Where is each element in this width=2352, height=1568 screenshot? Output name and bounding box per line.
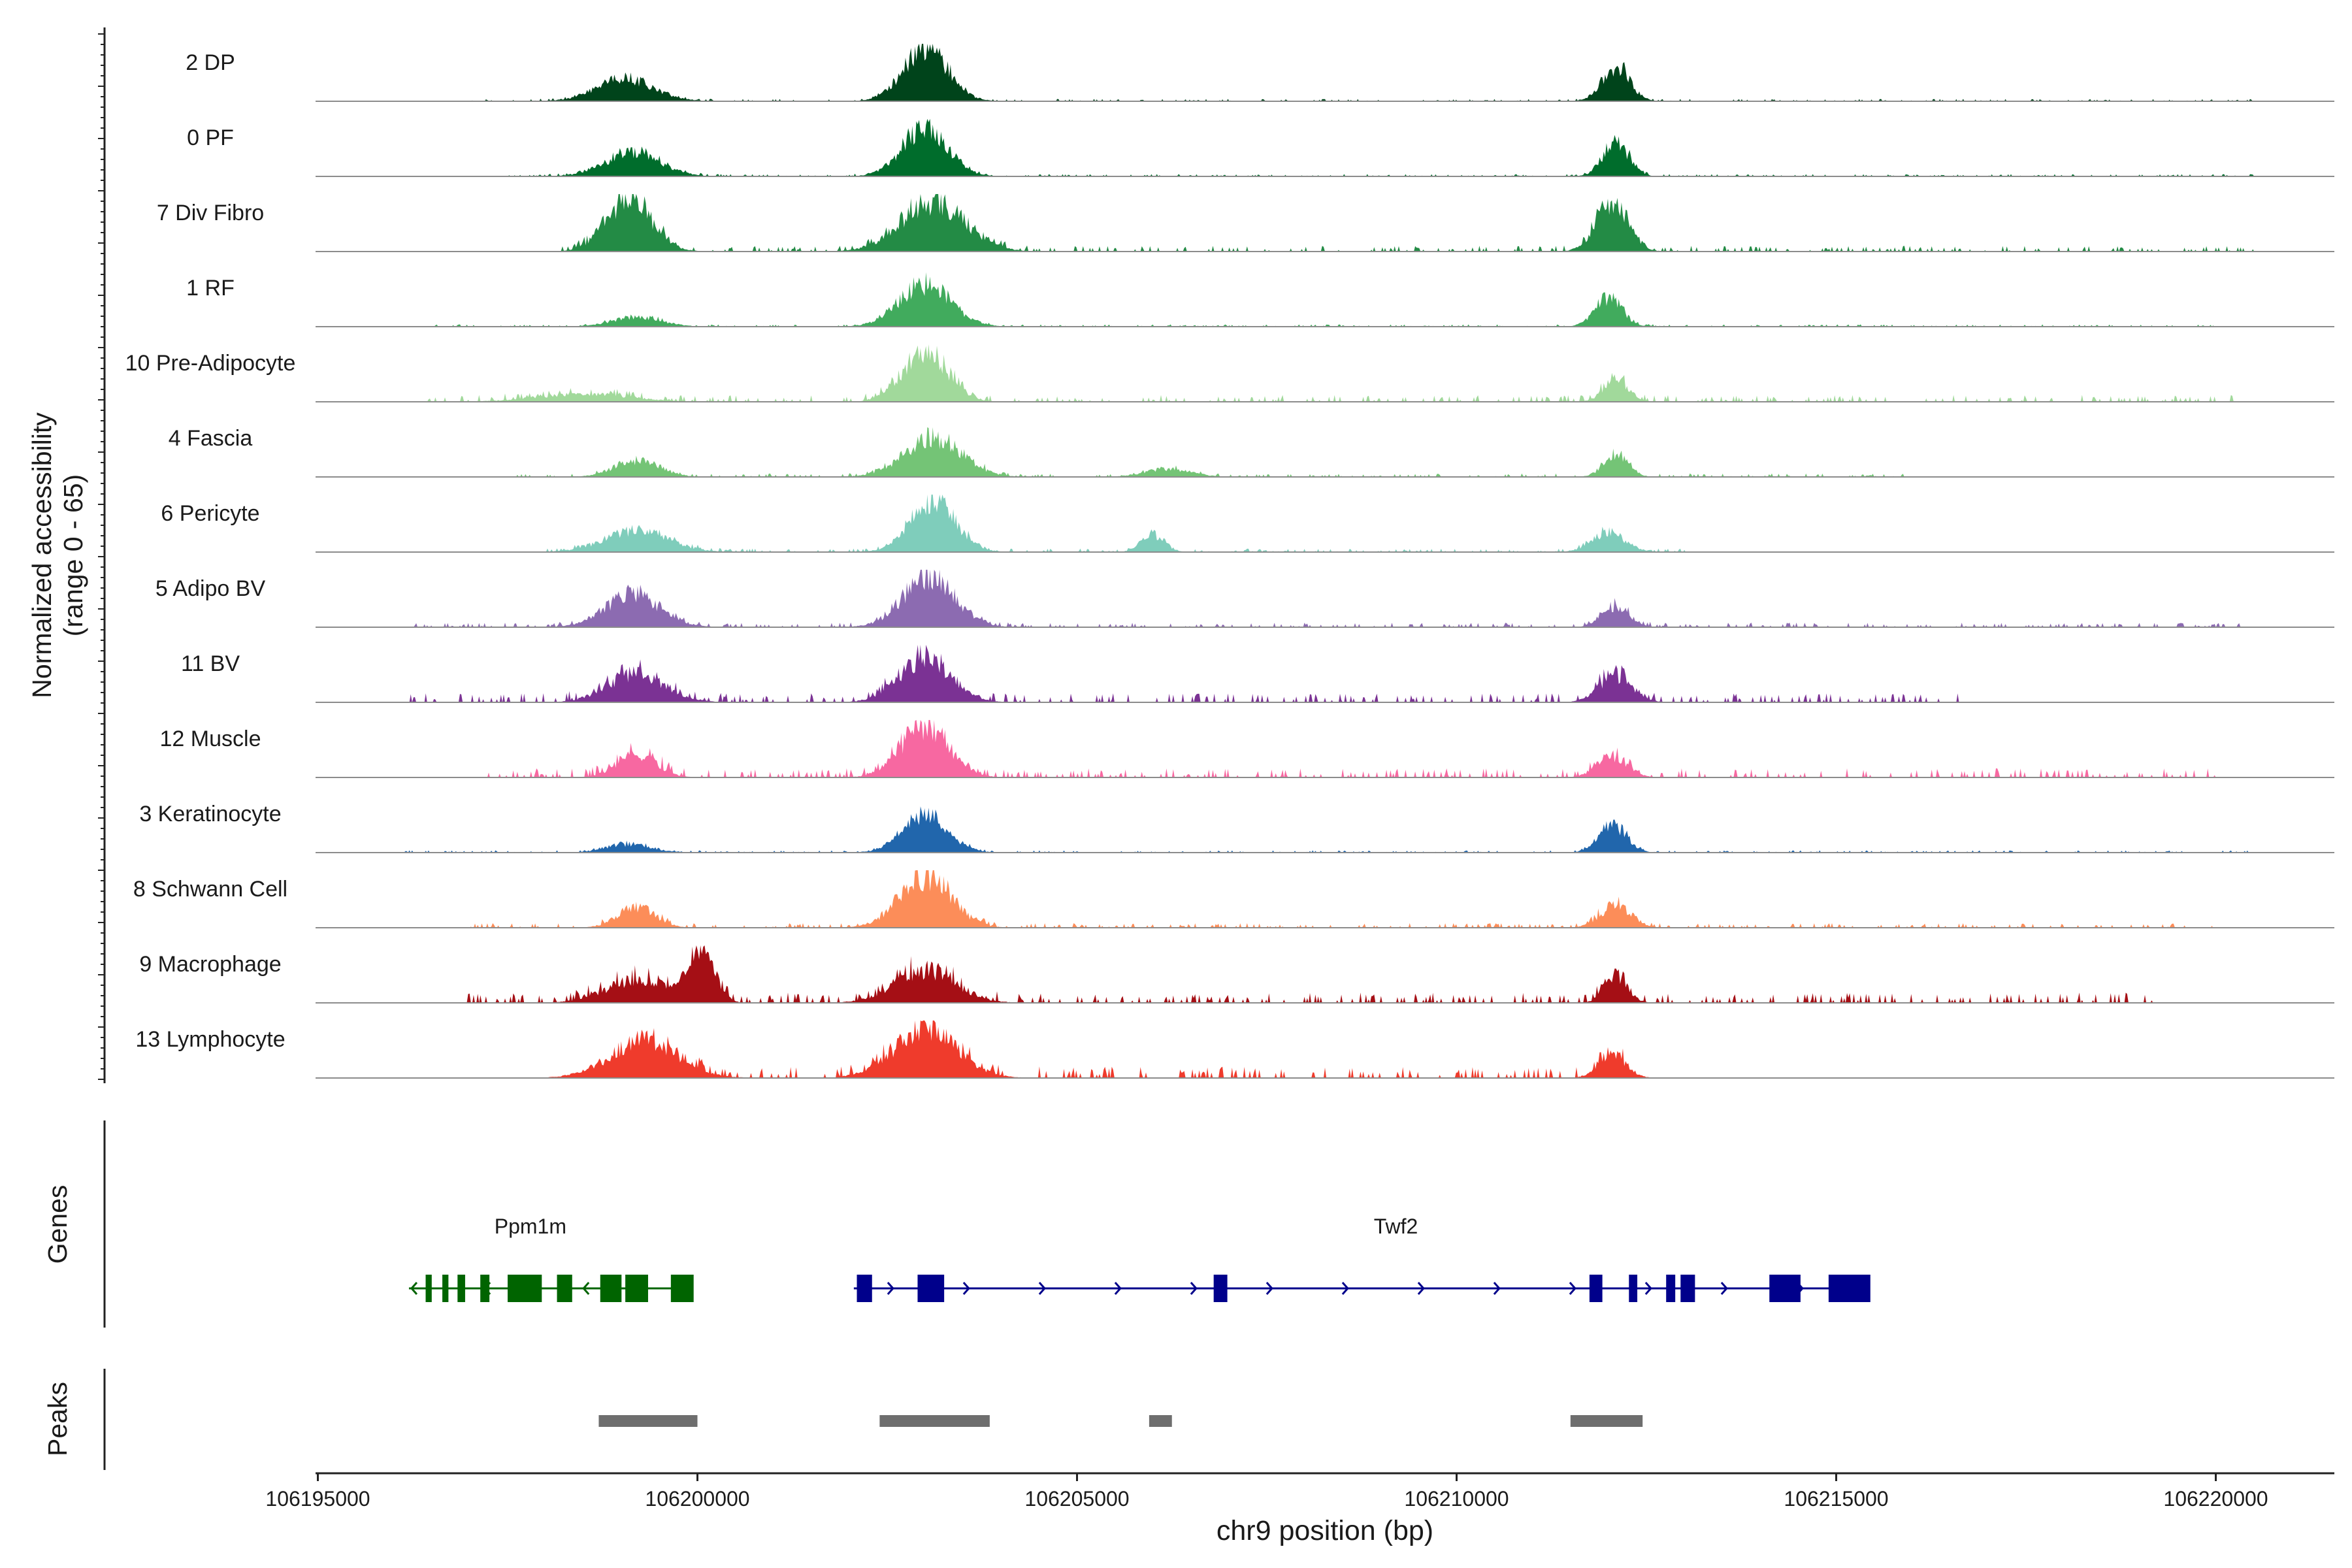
x-axis-ticks: 106195000 106200000 106205000 106210000 1062… [265,1473,2268,1511]
track-10-pre-adipocyte: 10 Pre-Adipocyte [125,344,2334,402]
gene-exon [442,1275,449,1302]
strand-arrow [1114,1282,1122,1295]
track-8-schwann-cell: 8 Schwann Cell [133,870,2334,928]
track-label: 6 Pericyte [161,501,259,526]
track-3-keratinocyte: 3 Keratinocyte [139,802,2334,853]
track-label: 10 Pre-Adipocyte [125,351,296,376]
track-6-pericyte: 6 Pericyte [161,495,2334,553]
gene-exon [917,1275,945,1302]
peak-region [1149,1415,1172,1427]
track-label: 9 Macrophage [139,952,281,977]
gene-annotation-track: Ppm1m Twf2 [408,1215,1870,1302]
y-axis-label-line1: Normalized accessibility [27,412,57,698]
gene-exon [1589,1275,1603,1302]
track-label: 4 Fascia [169,426,253,451]
track-9-macrophage: 9 Macrophage [139,945,2334,1004]
track-1-rf: 1 RF [186,272,2334,327]
gene-exon [625,1275,648,1302]
strand-arrow [1038,1282,1046,1295]
coverage-y-ticks [98,33,105,1080]
strand-arrow [887,1282,894,1295]
peaks-panel-label: Peaks [42,1382,73,1456]
strand-arrow [1266,1282,1273,1295]
strand-arrow [1190,1282,1198,1295]
gene-exon [457,1275,465,1302]
gene-exon [508,1275,542,1302]
gene-twf2: Twf2 [853,1215,1870,1302]
strand-arrow [1720,1282,1728,1295]
strand-arrow [410,1282,418,1295]
track-2-dp: 2 DP [186,44,2334,102]
gene-exon [1629,1275,1638,1302]
gene-exon [425,1275,432,1302]
track-label: 12 Muscle [160,727,261,751]
gene-exon [557,1275,572,1302]
track-12-muscle: 12 Muscle [160,720,2334,778]
strand-arrow [1493,1282,1501,1295]
x-axis-label: chr9 position (bp) [1217,1515,1433,1546]
gene-exon [670,1275,694,1302]
genes-panel-label: Genes [42,1185,73,1264]
y-axis-label-line2: (range 0 - 65) [58,474,88,636]
strand-arrow [1417,1282,1425,1295]
peak-region-track [598,1415,1643,1427]
track-label: 5 Adipo BV [155,576,266,601]
track-label: 8 Schwann Cell [133,877,287,902]
track-label: 0 PF [187,125,234,150]
gene-exon [857,1275,872,1302]
x-tick-label: 106210000 [1404,1487,1509,1511]
track-label: 1 RF [186,276,235,301]
track-13-lymphocyte: 13 Lymphocyte [135,1021,2334,1079]
gene-ppm1m: Ppm1m [408,1215,694,1302]
track-label: 3 Keratinocyte [139,802,281,826]
strand-arrow [962,1282,970,1295]
gene-exon [480,1275,490,1302]
track-label: 7 Div Fibro [157,201,264,225]
track-label: 11 BV [181,651,240,676]
coverage-tracks: 2 DP 0 PF 7 Div Fibro 1 RF 10 Pre-Adipocyte 4… [125,44,2334,1079]
x-tick-label: 106220000 [2163,1487,2268,1511]
track-4-fascia: 4 Fascia [169,426,2334,478]
track-label: 2 DP [186,50,235,75]
peak-region [598,1415,698,1427]
gene-exon [1769,1275,1801,1302]
track-label: 13 Lymphocyte [135,1027,285,1052]
strand-arrow [1569,1282,1576,1295]
coverage-area-10-pre-adipocyte [316,344,2334,402]
gene-exon [600,1275,622,1302]
gene-exon [1680,1275,1695,1302]
x-tick-label: 106200000 [645,1487,749,1511]
x-tick-label: 106215000 [1784,1487,1888,1511]
peak-region [1570,1415,1643,1427]
gene-exon [1828,1275,1870,1302]
strand-arrow [582,1282,590,1295]
gene-exon [1666,1275,1676,1302]
x-tick-label: 106195000 [265,1487,370,1511]
gene-name-label: Twf2 [1374,1215,1418,1238]
track-11-bv: 11 BV [181,645,2334,703]
strand-arrow [1341,1282,1349,1295]
x-tick-label: 106205000 [1024,1487,1129,1511]
track-0-pf: 0 PF [187,119,2334,177]
strand-arrow [1644,1282,1652,1295]
track-7-div-fibro: 7 Div Fibro [157,194,2334,252]
peak-region [879,1415,990,1427]
gene-exon [1213,1275,1228,1302]
track-5-adipo-bv: 5 Adipo BV [155,570,2334,628]
gene-name-label: Ppm1m [495,1215,566,1238]
